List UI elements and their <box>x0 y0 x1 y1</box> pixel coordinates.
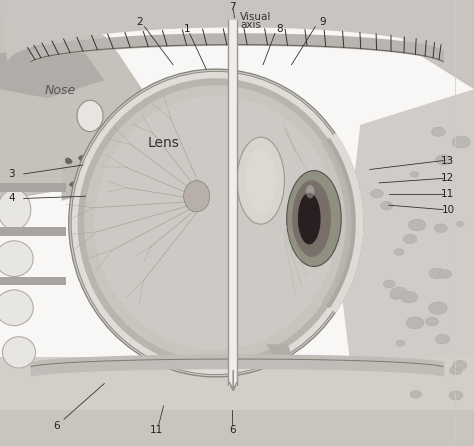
Ellipse shape <box>77 100 103 132</box>
Ellipse shape <box>92 192 101 198</box>
Ellipse shape <box>450 366 462 375</box>
Ellipse shape <box>0 190 31 230</box>
Ellipse shape <box>65 158 70 161</box>
Ellipse shape <box>292 180 331 257</box>
Text: Lens: Lens <box>147 136 180 150</box>
Ellipse shape <box>85 186 94 192</box>
Ellipse shape <box>410 391 421 398</box>
Text: 2: 2 <box>137 17 143 27</box>
Text: 11: 11 <box>150 425 163 435</box>
Ellipse shape <box>298 193 320 244</box>
Polygon shape <box>0 183 66 192</box>
Text: axis: axis <box>240 20 261 30</box>
Text: 6: 6 <box>229 425 236 435</box>
Ellipse shape <box>84 85 347 361</box>
Ellipse shape <box>390 292 401 300</box>
Ellipse shape <box>100 186 104 190</box>
Text: 11: 11 <box>441 189 455 199</box>
Ellipse shape <box>71 71 360 375</box>
Ellipse shape <box>383 280 395 288</box>
Polygon shape <box>0 277 66 285</box>
Text: 4: 4 <box>9 194 15 203</box>
Ellipse shape <box>401 292 418 303</box>
Ellipse shape <box>246 148 276 213</box>
Ellipse shape <box>453 360 467 370</box>
Text: Visual: Visual <box>240 12 272 22</box>
Ellipse shape <box>451 425 465 434</box>
Ellipse shape <box>83 163 88 166</box>
Ellipse shape <box>439 270 452 278</box>
Ellipse shape <box>406 317 424 329</box>
Ellipse shape <box>287 170 341 266</box>
Text: 12: 12 <box>441 173 455 183</box>
Polygon shape <box>266 344 295 367</box>
Ellipse shape <box>371 190 383 198</box>
Ellipse shape <box>237 137 284 224</box>
Ellipse shape <box>396 340 405 346</box>
Ellipse shape <box>82 189 88 194</box>
Text: 8: 8 <box>276 24 283 34</box>
Text: Nose: Nose <box>45 84 76 97</box>
Polygon shape <box>403 0 474 89</box>
Ellipse shape <box>69 69 363 377</box>
Ellipse shape <box>428 302 447 314</box>
Text: 10: 10 <box>441 205 455 215</box>
Ellipse shape <box>410 172 419 177</box>
Ellipse shape <box>431 127 445 136</box>
Text: 6: 6 <box>54 421 60 431</box>
Polygon shape <box>0 227 66 236</box>
Ellipse shape <box>65 159 72 164</box>
Polygon shape <box>0 357 474 446</box>
Ellipse shape <box>184 181 210 212</box>
Polygon shape <box>341 89 474 446</box>
Ellipse shape <box>91 182 98 186</box>
Ellipse shape <box>412 411 422 418</box>
Polygon shape <box>62 152 114 201</box>
Ellipse shape <box>403 235 417 244</box>
Ellipse shape <box>436 155 451 165</box>
Polygon shape <box>0 410 474 446</box>
Ellipse shape <box>70 182 75 186</box>
Ellipse shape <box>2 337 36 368</box>
Ellipse shape <box>79 156 86 161</box>
Polygon shape <box>0 45 104 98</box>
Ellipse shape <box>405 434 413 439</box>
Ellipse shape <box>449 391 463 400</box>
Ellipse shape <box>394 249 404 256</box>
Ellipse shape <box>76 190 83 195</box>
Text: 1: 1 <box>184 24 191 34</box>
Text: 9: 9 <box>319 17 326 27</box>
Text: 13: 13 <box>441 156 455 165</box>
Ellipse shape <box>409 219 426 231</box>
Polygon shape <box>0 0 152 201</box>
Ellipse shape <box>86 171 90 174</box>
Ellipse shape <box>456 221 464 226</box>
Ellipse shape <box>82 182 88 187</box>
Ellipse shape <box>306 185 314 198</box>
Ellipse shape <box>103 155 111 160</box>
Ellipse shape <box>71 182 77 186</box>
Polygon shape <box>0 0 474 60</box>
Ellipse shape <box>452 136 470 148</box>
Ellipse shape <box>0 290 33 326</box>
Ellipse shape <box>95 156 103 161</box>
Ellipse shape <box>401 413 411 420</box>
Ellipse shape <box>78 78 354 368</box>
Ellipse shape <box>0 241 33 277</box>
Ellipse shape <box>90 188 94 192</box>
Ellipse shape <box>94 95 337 351</box>
Text: 7: 7 <box>229 2 236 12</box>
Text: 3: 3 <box>9 169 15 179</box>
Ellipse shape <box>90 188 94 191</box>
Ellipse shape <box>435 224 447 232</box>
Ellipse shape <box>429 268 445 279</box>
Ellipse shape <box>381 202 393 210</box>
Ellipse shape <box>436 334 450 344</box>
Ellipse shape <box>426 317 438 326</box>
Ellipse shape <box>391 287 407 298</box>
